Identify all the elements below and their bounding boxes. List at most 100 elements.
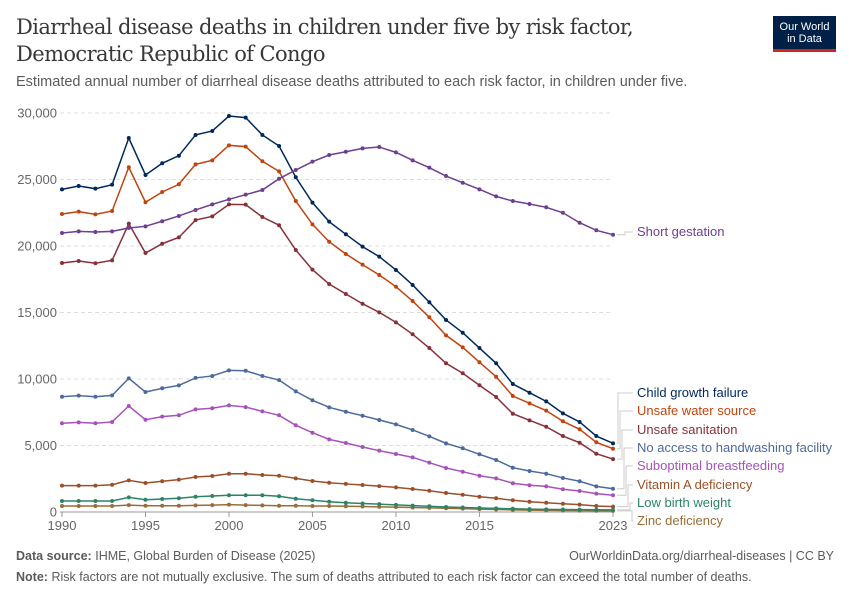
data-point-vitamin-a-deficiency bbox=[560, 501, 565, 506]
data-point-unsafe-sanitation bbox=[477, 383, 482, 388]
data-point-child-growth-failure bbox=[277, 143, 282, 148]
data-point-vitamin-a-deficiency bbox=[410, 486, 415, 491]
data-point-unsafe-sanitation bbox=[176, 235, 181, 240]
data-point-no-access-to-handwashing-facility bbox=[210, 373, 215, 378]
data-point-short-gestation bbox=[611, 232, 615, 237]
source-text: IHME, Global Burden of Disease (2025) bbox=[95, 549, 316, 563]
series-line-child-growth-failure bbox=[61, 115, 614, 445]
data-point-low-birth-weight bbox=[377, 502, 382, 507]
data-point-zinc-deficiency bbox=[260, 503, 265, 508]
legend-connector bbox=[617, 392, 633, 444]
data-point-low-birth-weight bbox=[544, 507, 549, 512]
data-point-low-birth-weight bbox=[160, 496, 165, 501]
x-tick-label: 2005 bbox=[298, 518, 327, 533]
data-point-child-growth-failure bbox=[393, 267, 398, 272]
data-point-unsafe-water-source bbox=[544, 408, 549, 413]
data-point-vitamin-a-deficiency bbox=[343, 481, 348, 486]
data-point-short-gestation bbox=[176, 213, 181, 218]
data-point-suboptimal-breastfeeding bbox=[260, 409, 265, 414]
data-point-short-gestation bbox=[460, 180, 465, 185]
y-tick-label: 25,000 bbox=[17, 172, 57, 187]
source-url-link[interactable]: OurWorldinData.org/diarrheal-diseases | … bbox=[569, 549, 834, 563]
data-point-child-growth-failure bbox=[560, 411, 565, 416]
data-point-vitamin-a-deficiency bbox=[393, 485, 398, 490]
data-point-suboptimal-breastfeeding bbox=[410, 455, 415, 460]
data-point-vitamin-a-deficiency bbox=[444, 490, 449, 495]
data-point-vitamin-a-deficiency bbox=[611, 504, 615, 509]
data-point-vitamin-a-deficiency bbox=[226, 471, 231, 476]
data-point-child-growth-failure bbox=[477, 346, 482, 351]
data-point-child-growth-failure bbox=[293, 175, 298, 180]
data-point-suboptimal-breastfeeding bbox=[427, 460, 432, 465]
data-point-no-access-to-handwashing-facility bbox=[277, 378, 282, 383]
data-point-no-access-to-handwashing-facility bbox=[226, 368, 231, 373]
data-point-short-gestation bbox=[494, 194, 499, 199]
legend-label-low-birth-weight: Low birth weight bbox=[637, 495, 731, 510]
data-point-vitamin-a-deficiency bbox=[327, 480, 332, 485]
data-point-vitamin-a-deficiency bbox=[193, 475, 198, 480]
data-point-unsafe-water-source bbox=[226, 143, 231, 148]
data-point-suboptimal-breastfeeding bbox=[527, 483, 532, 488]
owid-logo[interactable]: Our World in Data bbox=[773, 16, 836, 52]
data-point-suboptimal-breastfeeding bbox=[594, 491, 599, 496]
data-point-unsafe-water-source bbox=[611, 446, 615, 451]
data-point-suboptimal-breastfeeding bbox=[110, 419, 115, 424]
data-point-low-birth-weight bbox=[477, 506, 482, 511]
data-point-unsafe-water-source bbox=[243, 144, 248, 149]
data-point-child-growth-failure bbox=[60, 187, 64, 192]
data-point-unsafe-sanitation bbox=[260, 215, 265, 220]
data-point-no-access-to-handwashing-facility bbox=[460, 446, 465, 451]
data-point-short-gestation bbox=[277, 176, 282, 181]
data-point-suboptimal-breastfeeding bbox=[444, 465, 449, 470]
data-point-low-birth-weight bbox=[577, 507, 582, 512]
data-point-unsafe-water-source bbox=[126, 165, 131, 170]
data-point-child-growth-failure bbox=[527, 390, 532, 395]
data-point-vitamin-a-deficiency bbox=[110, 482, 115, 487]
x-tick-label: 1990 bbox=[48, 518, 77, 533]
data-point-short-gestation bbox=[427, 165, 432, 170]
y-tick-label: 5,000 bbox=[24, 438, 57, 453]
data-point-child-growth-failure bbox=[510, 382, 515, 387]
series-line-low-birth-weight bbox=[62, 494, 614, 511]
data-point-vitamin-a-deficiency bbox=[310, 479, 315, 484]
data-point-unsafe-water-source bbox=[327, 239, 332, 244]
data-point-low-birth-weight bbox=[243, 493, 248, 498]
data-point-short-gestation bbox=[577, 220, 582, 225]
data-point-no-access-to-handwashing-facility bbox=[193, 375, 198, 380]
data-point-no-access-to-handwashing-facility bbox=[577, 479, 582, 484]
data-point-no-access-to-handwashing-facility bbox=[126, 376, 131, 381]
legend-connector bbox=[617, 447, 633, 490]
data-point-zinc-deficiency bbox=[327, 504, 332, 509]
data-point-short-gestation bbox=[444, 174, 449, 179]
data-point-child-growth-failure bbox=[260, 132, 265, 137]
data-point-short-gestation bbox=[210, 202, 215, 207]
data-point-unsafe-water-source bbox=[143, 200, 148, 205]
legend-label-unsafe-sanitation: Unsafe sanitation bbox=[637, 422, 737, 437]
data-point-low-birth-weight bbox=[343, 500, 348, 505]
data-point-suboptimal-breastfeeding bbox=[176, 413, 181, 418]
data-point-unsafe-sanitation bbox=[427, 346, 432, 351]
data-point-short-gestation bbox=[560, 210, 565, 215]
data-point-vitamin-a-deficiency bbox=[427, 488, 432, 493]
data-point-short-gestation bbox=[193, 207, 198, 212]
data-point-suboptimal-breastfeeding bbox=[126, 403, 131, 408]
data-point-no-access-to-handwashing-facility bbox=[60, 394, 64, 399]
data-point-low-birth-weight bbox=[210, 494, 215, 499]
data-point-no-access-to-handwashing-facility bbox=[93, 394, 98, 399]
data-point-vitamin-a-deficiency bbox=[360, 483, 365, 488]
data-point-unsafe-sanitation bbox=[444, 361, 449, 366]
data-source: Data source: IHME, Global Burden of Dise… bbox=[16, 549, 315, 563]
series-line-unsafe-water-source bbox=[61, 144, 614, 450]
data-point-vitamin-a-deficiency bbox=[477, 494, 482, 499]
data-point-unsafe-water-source bbox=[427, 315, 432, 320]
data-point-vitamin-a-deficiency bbox=[510, 498, 515, 503]
data-point-low-birth-weight bbox=[410, 503, 415, 508]
data-point-suboptimal-breastfeeding bbox=[393, 452, 398, 457]
data-point-low-birth-weight bbox=[60, 498, 64, 503]
data-point-child-growth-failure bbox=[360, 244, 365, 249]
data-point-child-growth-failure bbox=[210, 128, 215, 133]
data-point-unsafe-water-source bbox=[343, 251, 348, 256]
data-point-no-access-to-handwashing-facility bbox=[410, 427, 415, 432]
legend-label-vitamin-a-deficiency: Vitamin A deficiency bbox=[637, 477, 753, 492]
